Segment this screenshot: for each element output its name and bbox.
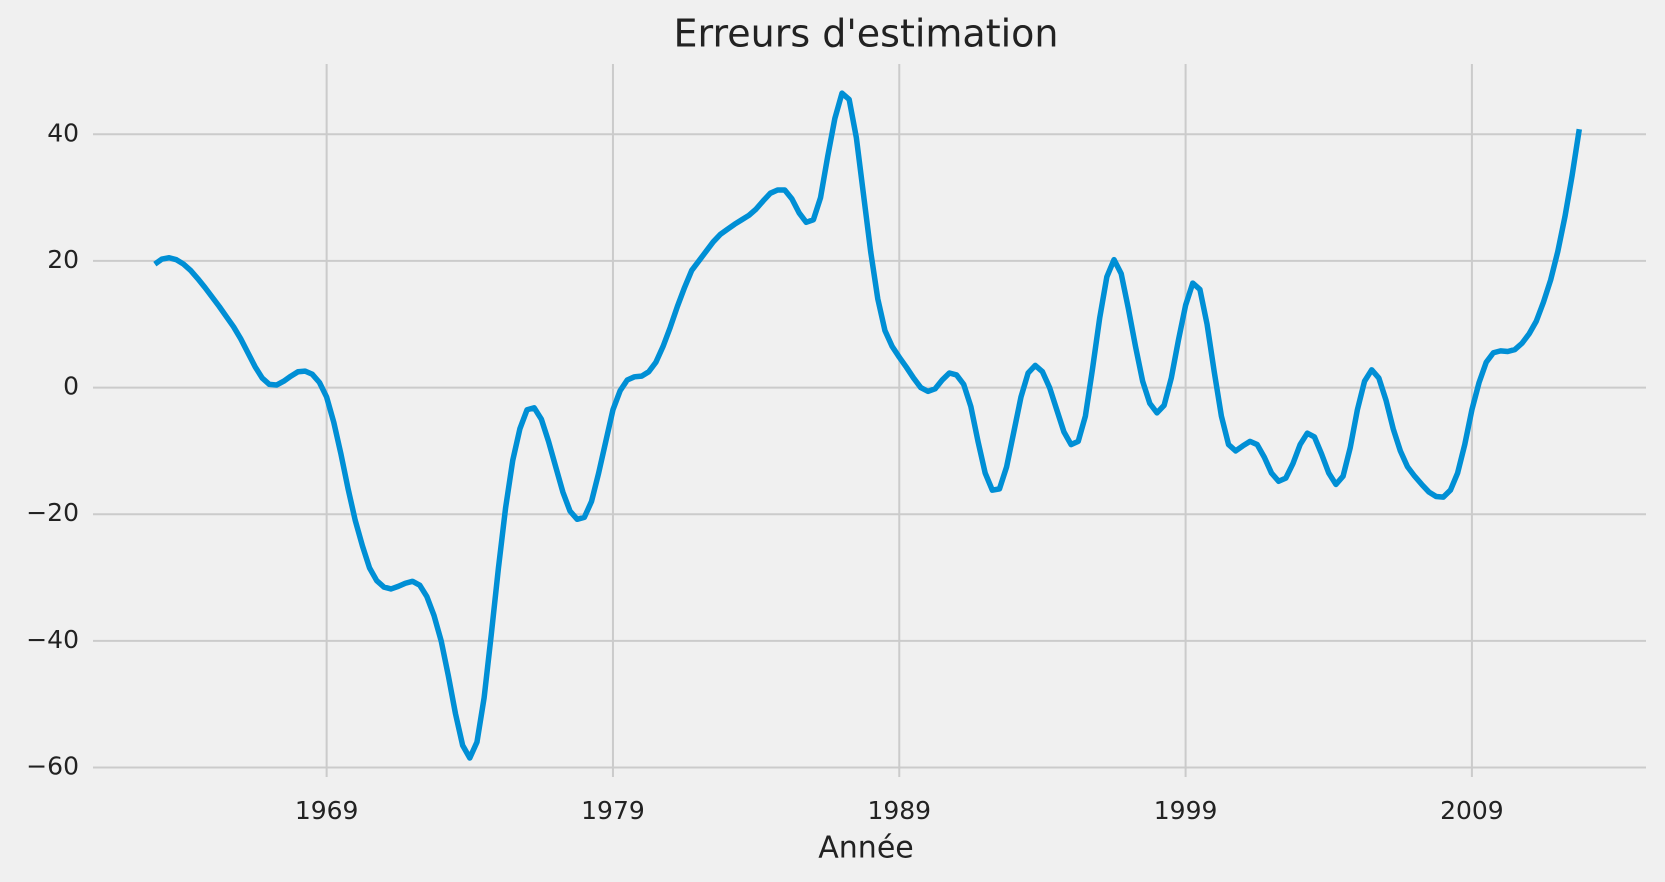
x-tick-label: 1989 (867, 796, 931, 825)
x-tick-label: 1969 (295, 796, 359, 825)
x-tick-label: 1979 (581, 796, 645, 825)
y-tick-label: −20 (26, 498, 79, 527)
data-line (153, 90, 1583, 761)
y-tick-label: 40 (47, 118, 79, 147)
y-tick-label: −60 (26, 752, 79, 781)
y-tick-label: 20 (47, 245, 79, 274)
y-tick-label: −40 (26, 625, 79, 654)
x-tick-label: 1999 (1154, 796, 1218, 825)
chart-title: Erreurs d'estimation (673, 12, 1058, 56)
y-tick-label: 0 (63, 372, 79, 401)
x-axis-label: Année (818, 831, 913, 866)
x-tick-label: 2009 (1440, 796, 1504, 825)
